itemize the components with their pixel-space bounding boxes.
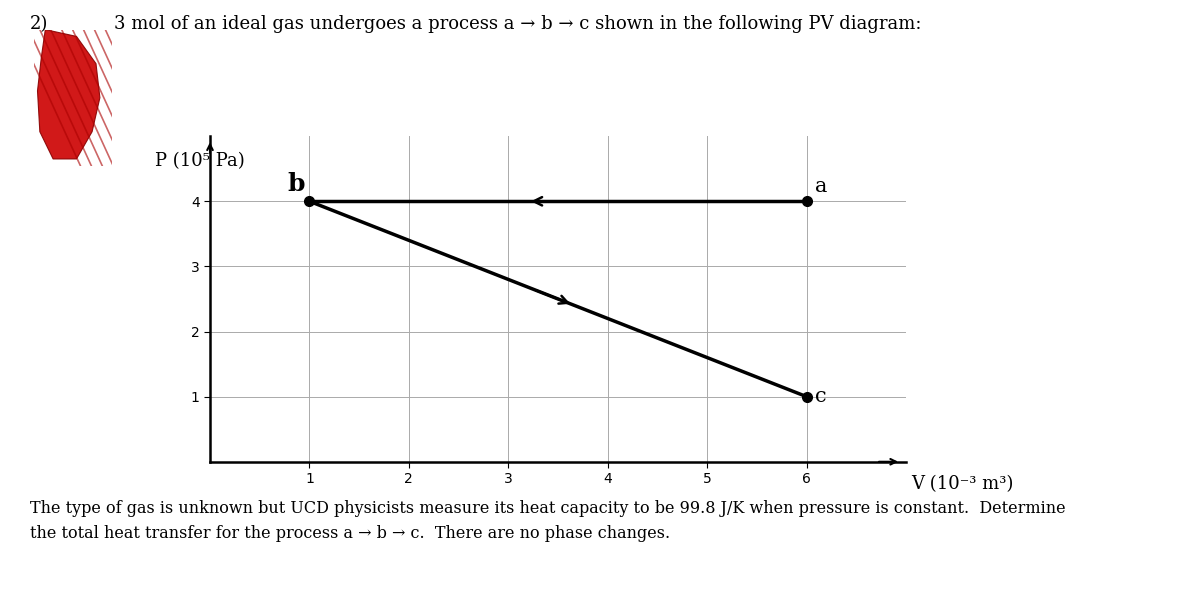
- Polygon shape: [37, 30, 100, 159]
- Text: 2): 2): [30, 15, 48, 33]
- Text: The type of gas is unknown but UCD physicists measure its heat capacity to be 99: The type of gas is unknown but UCD physi…: [30, 500, 1066, 542]
- Text: P (10⁵ Pa): P (10⁵ Pa): [155, 152, 245, 170]
- Text: 3 mol of an ideal gas undergoes a process a → b → c shown in the following PV di: 3 mol of an ideal gas undergoes a proces…: [114, 15, 922, 33]
- Text: a: a: [815, 177, 827, 196]
- Text: b: b: [287, 172, 305, 196]
- Text: V (10⁻³ m³): V (10⁻³ m³): [911, 475, 1013, 494]
- Text: c: c: [815, 387, 826, 406]
